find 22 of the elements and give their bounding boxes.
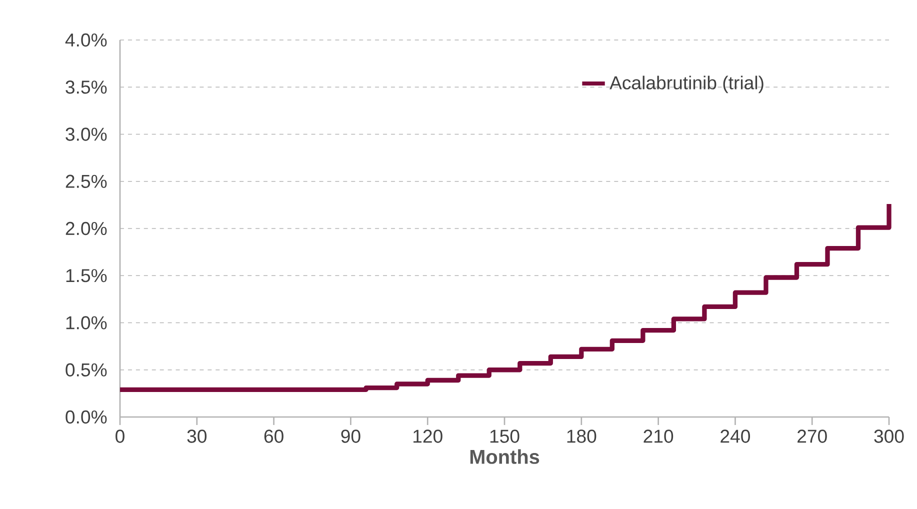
y-tick-label: 2.5% [66,174,107,188]
y-tick-label: 4.0% [65,33,107,47]
x-tick-label: 210 [644,430,674,443]
y-tick-label: 3.5% [66,80,107,94]
x-tick-label: 0 [116,430,124,443]
y-tick-label: 1.5% [66,269,107,282]
x-tick-label: 60 [264,430,284,443]
y-tick-label: 0.5% [66,363,107,376]
x-tick-label: 120 [414,430,442,443]
x-tick-label: 270 [798,430,827,443]
x-tick-label: 240 [720,430,750,443]
x-tick-label: 30 [187,430,207,443]
y-tick-label: 2.0% [66,222,107,236]
x-tick-label: 90 [341,430,360,443]
y-tick-label: 0.0% [66,410,107,424]
x-tick-label: 180 [567,430,596,443]
y-tick-label: 1.0% [66,316,107,330]
x-tick-label: 300 [874,430,904,443]
x-tick-label: 150 [490,430,520,443]
legend-label: Acalabrutinib (trial) [610,76,764,94]
y-tick-label: 3.0% [66,128,107,141]
x-axis-title: Months [470,449,540,464]
